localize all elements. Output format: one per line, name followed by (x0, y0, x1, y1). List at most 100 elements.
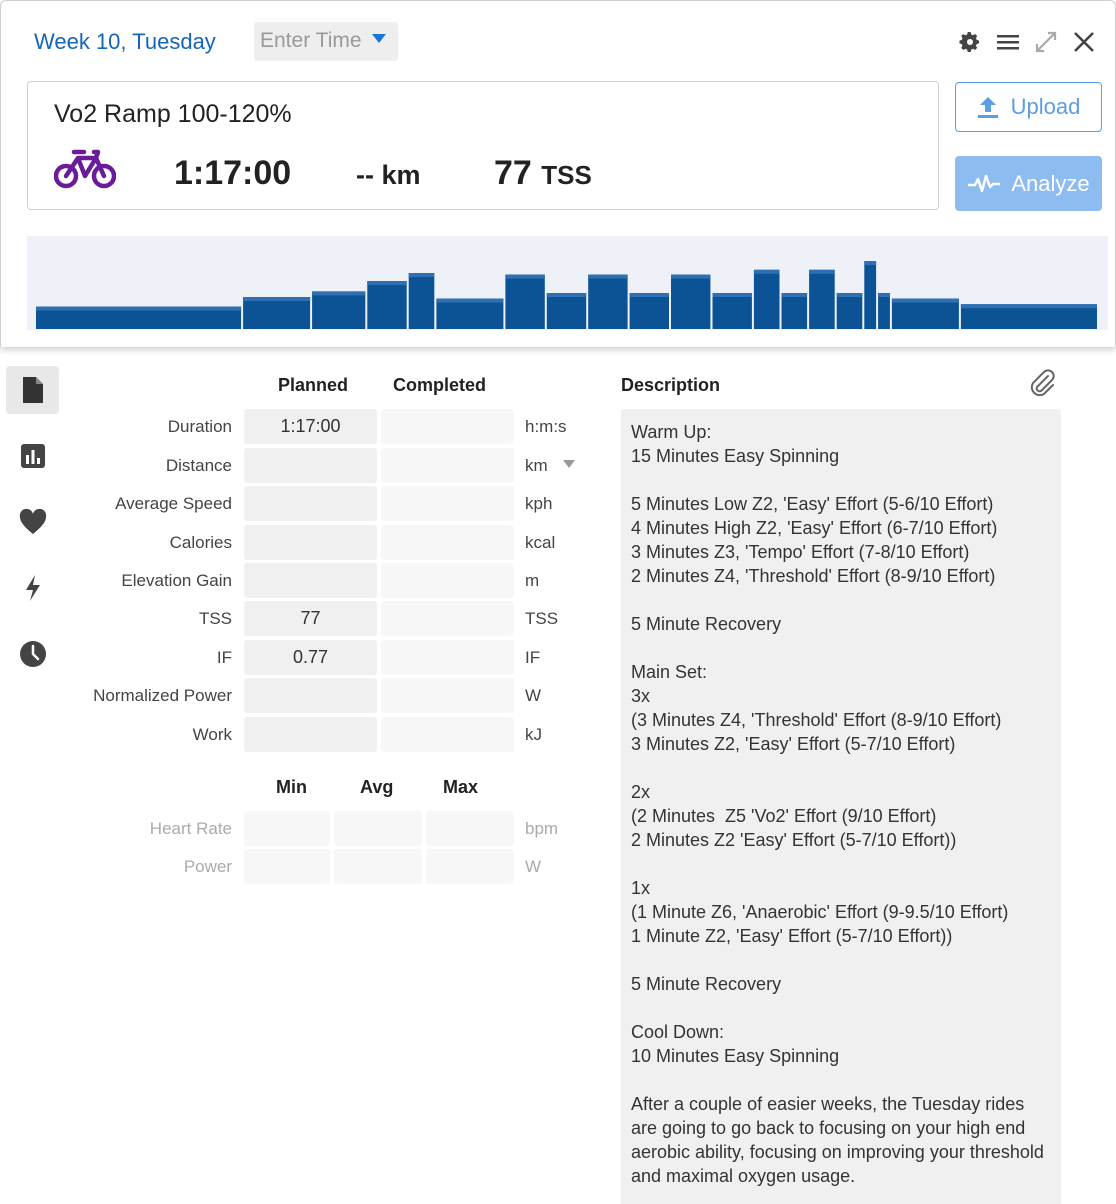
clock-icon (19, 641, 46, 667)
interval-bar[interactable] (436, 298, 504, 329)
planned-input[interactable] (244, 563, 377, 598)
metric-label: TSS (198, 609, 232, 628)
interval-bar-cap (546, 293, 587, 297)
sidebar (6, 366, 60, 696)
interval-bar-cap (505, 274, 545, 279)
sidebar-item-details[interactable] (6, 366, 59, 414)
metric-label: Duration (167, 417, 232, 436)
interval-bar[interactable] (753, 269, 780, 329)
planned-input[interactable] (244, 486, 377, 521)
metric-label: Average Speed (115, 494, 232, 513)
interval-bar[interactable] (505, 274, 545, 329)
interval-bar[interactable] (960, 304, 1097, 329)
distance-unit-caret-icon[interactable] (563, 460, 575, 468)
time-dropdown[interactable]: Enter Time (254, 22, 398, 61)
close-icon[interactable] (1071, 29, 1097, 55)
lightning-icon (25, 575, 40, 601)
sidebar-item-charts[interactable] (6, 432, 59, 480)
distance-stat: -- km (356, 160, 421, 190)
interval-bar[interactable] (312, 291, 366, 329)
sidebar-item-time[interactable] (6, 630, 59, 678)
interval-bar-cap (781, 293, 808, 297)
interval-bar-cap (960, 304, 1097, 309)
time-placeholder: Enter Time (260, 29, 362, 52)
interval-bar-cap (878, 293, 890, 297)
max-header: Max (443, 777, 479, 797)
interval-bar[interactable] (243, 297, 311, 329)
avg-input[interactable] (334, 849, 422, 884)
gear-icon[interactable] (957, 29, 983, 55)
sidebar-item-power[interactable] (6, 564, 59, 612)
interval-bar[interactable] (629, 293, 669, 329)
avg-input[interactable] (334, 811, 422, 846)
interval-bar[interactable] (836, 293, 863, 329)
min-input[interactable] (244, 849, 330, 884)
interval-bar[interactable] (864, 261, 877, 329)
metric-label: Elevation Gain (121, 571, 232, 590)
interval-bar-cap (408, 273, 435, 277)
planned-input[interactable]: 1:17:00 (244, 409, 377, 444)
bike-icon (53, 148, 117, 195)
analyze-button[interactable]: Analyze (955, 156, 1102, 211)
sidebar-item-heart[interactable] (6, 498, 59, 546)
interval-bar[interactable] (781, 293, 808, 329)
metric-unit: W (525, 686, 542, 705)
tss-value: 77 (494, 154, 532, 192)
interval-bar-cap (864, 261, 877, 265)
interval-bar-cap (891, 298, 959, 303)
interval-bar[interactable] (408, 273, 435, 329)
minmax-unit: W (525, 857, 542, 876)
completed-input[interactable] (381, 409, 514, 444)
interval-bar-cap (243, 297, 311, 301)
planned-input[interactable] (244, 717, 377, 752)
min-input[interactable] (244, 811, 330, 846)
completed-input[interactable] (381, 640, 514, 675)
metric-unit: kcal (525, 533, 556, 552)
planned-input[interactable] (244, 678, 377, 713)
interval-bar[interactable] (367, 281, 407, 329)
max-input[interactable] (426, 811, 514, 846)
interval-bar-cap (36, 306, 242, 311)
upload-button[interactable]: Upload (955, 82, 1102, 132)
interval-bar[interactable] (588, 274, 628, 329)
completed-input[interactable] (381, 601, 514, 636)
interval-bar[interactable] (671, 274, 711, 329)
planned-input[interactable] (244, 525, 377, 560)
completed-input[interactable] (381, 486, 514, 521)
completed-input[interactable] (381, 525, 514, 560)
interval-bar[interactable] (36, 306, 242, 329)
completed-input[interactable] (381, 563, 514, 598)
interval-bar-cap (588, 274, 628, 279)
planned-header: Planned (278, 375, 349, 395)
paperclip-icon[interactable] (1028, 368, 1056, 403)
description-text[interactable]: Warm Up: 15 Minutes Easy Spinning 5 Minu… (621, 409, 1061, 1204)
completed-input[interactable] (381, 448, 514, 483)
bar-chart-icon (20, 444, 45, 468)
workout-title[interactable]: Vo2 Ramp 100-120% (54, 100, 292, 128)
planned-input[interactable] (244, 448, 377, 483)
interval-bar-cap (312, 291, 366, 296)
metric-unit: kph (525, 494, 553, 513)
menu-icon[interactable] (995, 29, 1021, 55)
week-title[interactable]: Week 10, Tuesday (34, 29, 216, 54)
interval-bar[interactable] (809, 269, 835, 329)
metric-unit: TSS (525, 609, 559, 628)
interval-bar[interactable] (712, 293, 752, 329)
completed-input[interactable] (381, 717, 514, 752)
interval-bar-cap (836, 293, 863, 297)
planned-input[interactable]: 77 (244, 601, 377, 636)
interval-bar[interactable] (546, 293, 587, 329)
interval-bar[interactable] (891, 298, 959, 329)
metric-unit: m (525, 571, 540, 590)
avg-header: Avg (360, 777, 394, 797)
minmax-label: Power (183, 857, 232, 876)
expand-icon[interactable] (1033, 29, 1059, 55)
completed-input[interactable] (381, 678, 514, 713)
interval-bar[interactable] (878, 293, 890, 329)
max-input[interactable] (426, 849, 514, 884)
metric-label: Normalized Power (93, 686, 232, 705)
pulse-icon (968, 174, 1001, 192)
workout-summary-card: Vo2 Ramp 100-120% 1:17:00 -- km 77 TSS (27, 81, 939, 210)
planned-input[interactable]: 0.77 (244, 640, 377, 675)
metric-unit: h:m:s (525, 417, 567, 436)
